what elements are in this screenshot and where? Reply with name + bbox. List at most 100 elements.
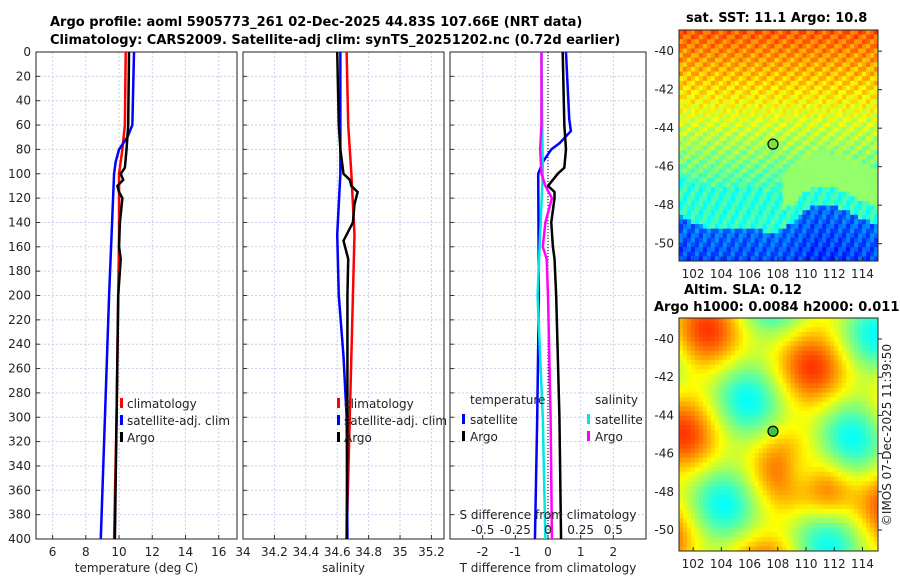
map-cell (798, 53, 803, 59)
map-cell (830, 187, 835, 193)
map-cell (758, 205, 764, 211)
map-cell (694, 476, 700, 482)
map-cell (842, 103, 847, 110)
map-cell (718, 476, 724, 482)
map-cell (774, 369, 779, 375)
map-cell (862, 187, 867, 193)
map-cell (686, 397, 692, 403)
map-cell (834, 462, 839, 468)
map-cell (790, 406, 795, 412)
map-cell (826, 108, 831, 114)
y-tick-label: 80 (16, 142, 31, 156)
map-cell (842, 546, 847, 552)
map-cell (814, 103, 819, 110)
map-cell (726, 256, 732, 262)
map-cell (766, 127, 772, 133)
map-cell (870, 66, 875, 73)
map-cell (810, 415, 815, 422)
map-cell (734, 364, 740, 370)
map-cell (822, 378, 827, 384)
map-cell (679, 467, 684, 473)
map-cell (710, 127, 716, 133)
map-cell (746, 318, 752, 324)
map-cell (754, 145, 760, 151)
map-cell (734, 537, 740, 543)
map-cell (738, 355, 744, 361)
map-cell (718, 509, 724, 515)
map-cell (734, 336, 740, 342)
map-cell (790, 177, 795, 183)
map-cell (802, 39, 807, 45)
map-cell (714, 196, 720, 202)
map-cell (826, 443, 831, 449)
map-cell (718, 415, 724, 422)
map-cell (738, 228, 744, 234)
map-cell (679, 214, 684, 220)
map-cell (718, 406, 724, 412)
map-cell (758, 397, 764, 403)
map-cell (758, 150, 764, 156)
map-cell (838, 247, 843, 253)
map-cell (758, 336, 764, 342)
map-cell (854, 233, 859, 239)
map-cell (782, 345, 787, 352)
map-cell (830, 476, 835, 482)
map-cell (842, 499, 847, 505)
map-cell (806, 94, 811, 100)
map-cell (750, 523, 756, 529)
map-cell (710, 76, 716, 82)
map-cell (826, 546, 831, 552)
map-cell (762, 39, 768, 45)
map-cell (778, 150, 783, 156)
map-cell (702, 495, 708, 501)
map-cell (706, 62, 712, 68)
map-cell (698, 103, 704, 110)
map-cell (722, 34, 728, 40)
map-cell (706, 90, 712, 96)
map-cell (778, 420, 783, 426)
map-cell (790, 85, 795, 91)
map-cell (866, 127, 871, 133)
map-cell (806, 80, 811, 86)
map-cell (730, 345, 736, 352)
map-cell (802, 210, 807, 216)
map-cell (774, 127, 779, 133)
legend-swatch (120, 415, 123, 425)
map-cell (722, 237, 728, 244)
map-cell (722, 471, 728, 477)
map-cell (758, 177, 764, 183)
map-cell (754, 457, 760, 463)
map-cell (810, 154, 815, 160)
map-cell (822, 62, 827, 68)
map-cell (834, 546, 839, 552)
map-cell (770, 318, 776, 324)
map-cell (842, 485, 847, 491)
map-cell (782, 420, 787, 426)
map-cell (838, 62, 843, 68)
map-cell (846, 237, 851, 244)
map-cell (766, 453, 772, 459)
map-cell (722, 434, 728, 440)
map-x-tick-label: 106 (738, 267, 761, 281)
map-cell (810, 168, 815, 174)
map-cell (686, 327, 692, 333)
map-cell (730, 71, 736, 77)
map-cell (818, 150, 823, 156)
map-cell (806, 359, 811, 366)
map-cell (730, 242, 736, 248)
s-tick-label: 0.25 (567, 523, 594, 537)
map-cell (722, 546, 728, 552)
map-cell (679, 85, 684, 91)
map-cell (854, 242, 859, 248)
map-cell (782, 429, 787, 435)
map-cell (730, 150, 736, 156)
map-cell (754, 53, 760, 59)
map-cell (838, 518, 843, 524)
map-cell (734, 369, 740, 375)
map-cell (726, 85, 732, 91)
map-cell (850, 411, 855, 417)
map-cell (710, 66, 716, 73)
map-cell (742, 513, 748, 519)
map-cell (810, 527, 815, 533)
map-cell (778, 205, 783, 211)
